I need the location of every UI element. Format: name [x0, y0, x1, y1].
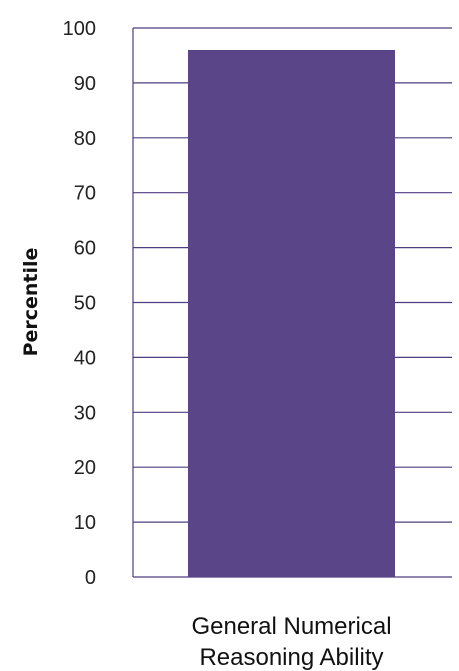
- y-axis-label: Percentile: [20, 248, 42, 357]
- category-labels: General Numerical Reasoning Ability: [191, 613, 391, 671]
- x-category-label: General Numerical Reasoning Ability: [191, 613, 391, 671]
- y-tick-label: 100: [63, 18, 96, 40]
- y-tick-label: 80: [74, 128, 96, 150]
- y-tick-label: 0: [85, 567, 96, 589]
- y-tick-label: 20: [74, 457, 96, 479]
- bar-0: [188, 49, 395, 577]
- y-tick-label: 90: [74, 73, 96, 95]
- y-tick-label: 10: [74, 512, 96, 534]
- y-tick-label: 70: [74, 183, 96, 205]
- x-category-label-line: Reasoning Ability: [199, 644, 383, 671]
- y-tick-label: 30: [74, 402, 96, 424]
- bars: [188, 49, 395, 577]
- y-tick-label: 60: [74, 238, 96, 260]
- y-tick-labels: 0 10 20 30 40 50 60 70 80 90 100: [63, 18, 96, 589]
- y-tick-label: 40: [74, 347, 96, 369]
- y-tick-label: 50: [74, 293, 96, 315]
- x-category-label-line: General Numerical: [191, 613, 391, 640]
